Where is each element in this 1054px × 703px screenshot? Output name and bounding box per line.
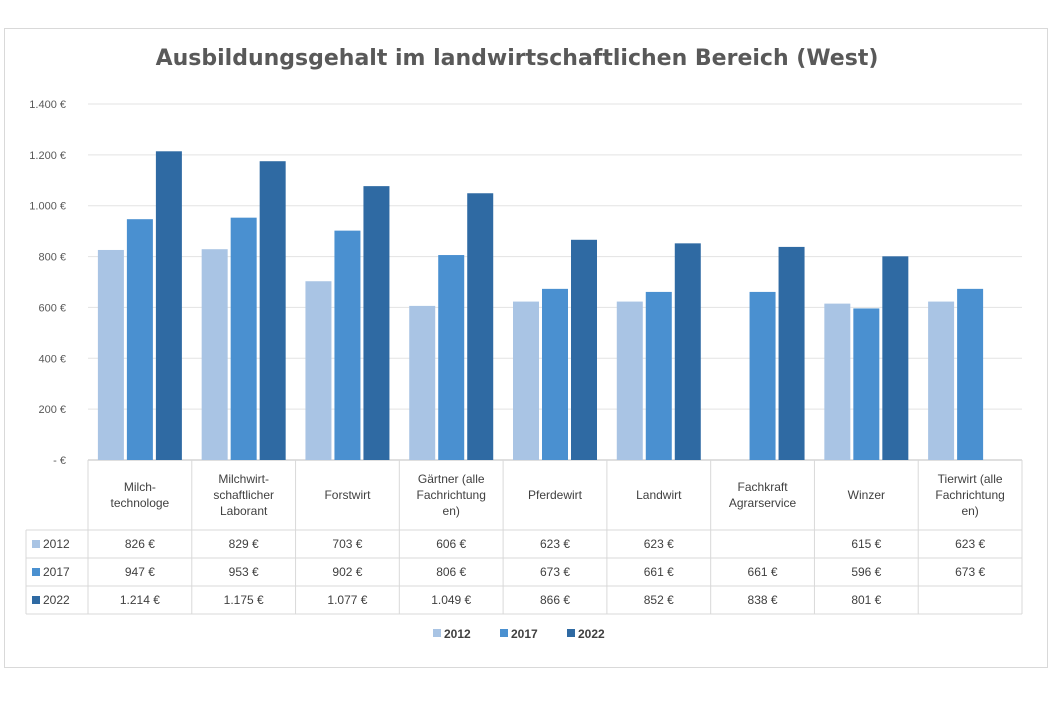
table-legend-key-2017 xyxy=(32,568,40,576)
data-label: 1.049 € xyxy=(431,593,471,607)
data-label: 623 € xyxy=(644,537,674,551)
data-label: 866 € xyxy=(540,593,570,607)
data-label: 947 € xyxy=(125,565,155,579)
y-tick-label: 1.000 € xyxy=(29,201,66,213)
category-label: Landwirt xyxy=(636,488,682,502)
data-label: 661 € xyxy=(644,565,674,579)
data-label: 673 € xyxy=(540,565,570,579)
data-label: 623 € xyxy=(955,537,985,551)
bar-2022 xyxy=(467,193,494,461)
bar-2022 xyxy=(363,186,390,461)
data-label: 801 € xyxy=(851,593,881,607)
table-legend-key-2022 xyxy=(32,596,40,604)
bar-2022 xyxy=(778,246,805,460)
bar-2017 xyxy=(749,291,776,460)
category-label: technologe xyxy=(111,496,170,510)
category-label: en) xyxy=(961,504,978,518)
y-tick-label: 200 € xyxy=(38,404,66,416)
bar-2012 xyxy=(305,281,332,460)
data-label: 826 € xyxy=(125,537,155,551)
bar-2017 xyxy=(230,217,257,460)
bar-2012 xyxy=(201,249,228,460)
data-label: 606 € xyxy=(436,537,466,551)
bar-2017 xyxy=(334,230,361,460)
bar-2012 xyxy=(513,301,539,460)
category-label: Winzer xyxy=(848,488,885,502)
data-label: 838 € xyxy=(748,593,778,607)
table-legend-key-2012 xyxy=(32,540,40,548)
legend-swatch-2012 xyxy=(433,629,441,637)
chart-title: Ausbildungsgehalt im landwirtschaftliche… xyxy=(155,46,879,71)
data-label: 615 € xyxy=(851,537,881,551)
data-label: 902 € xyxy=(332,565,362,579)
category-label: Fachrichtung xyxy=(935,488,1004,502)
bar-2022 xyxy=(882,256,909,460)
y-tick-label: 1.200 € xyxy=(29,150,66,162)
data-label: 1.214 € xyxy=(120,593,160,607)
data-label: 806 € xyxy=(436,565,466,579)
legend-label: 2022 xyxy=(578,627,605,641)
legend-label: 2012 xyxy=(444,627,471,641)
bar-2022 xyxy=(259,161,286,460)
category-label: Forstwirt xyxy=(324,488,371,502)
bar-2017 xyxy=(957,288,984,460)
y-tick-label: 400 € xyxy=(38,353,66,365)
bar-2012 xyxy=(928,301,955,460)
legend-swatch-2022 xyxy=(567,629,575,637)
bar-2012 xyxy=(616,301,643,460)
legend-label: 2017 xyxy=(511,627,538,641)
table-series-name: 2022 xyxy=(43,593,70,607)
bar-2022 xyxy=(155,151,182,460)
data-label: 953 € xyxy=(229,565,259,579)
data-label: 829 € xyxy=(229,537,259,551)
bar-2012 xyxy=(97,249,124,460)
category-label: Tierwirt (alle xyxy=(938,472,1003,486)
bar-2012 xyxy=(409,305,436,460)
bar-2017 xyxy=(438,255,465,460)
category-label: Pferdewirt xyxy=(528,488,583,502)
bar-2017 xyxy=(542,288,568,460)
y-tick-label: 600 € xyxy=(38,302,66,314)
bar-2017 xyxy=(126,219,153,460)
data-label: 703 € xyxy=(332,537,362,551)
y-tick-label: - € xyxy=(53,455,66,467)
data-label: 1.077 € xyxy=(327,593,367,607)
category-label: Agrarservice xyxy=(729,496,797,510)
data-label: 852 € xyxy=(644,593,674,607)
category-label: Gärtner (alle xyxy=(418,472,485,486)
y-tick-label: 1.400 € xyxy=(29,99,66,111)
data-label: 673 € xyxy=(955,565,985,579)
category-label: Fachkraft xyxy=(738,480,789,494)
data-label: 596 € xyxy=(851,565,881,579)
data-label: 661 € xyxy=(748,565,778,579)
category-label: Milchwirt- xyxy=(218,472,269,486)
category-label: Milch- xyxy=(124,480,156,494)
bar-2012 xyxy=(824,303,851,460)
category-label: Laborant xyxy=(220,504,268,518)
category-label: schaftlicher xyxy=(213,488,274,502)
table-series-name: 2017 xyxy=(43,565,70,579)
bar-2022 xyxy=(674,243,701,460)
data-label: 1.175 € xyxy=(224,593,264,607)
bar-2017 xyxy=(645,291,672,460)
bar-2022 xyxy=(571,239,597,460)
bar-2017 xyxy=(853,308,880,460)
data-label: 623 € xyxy=(540,537,570,551)
category-label: en) xyxy=(443,504,460,518)
y-tick-label: 800 € xyxy=(38,252,66,264)
table-series-name: 2012 xyxy=(43,537,70,551)
legend-swatch-2017 xyxy=(500,629,508,637)
category-label: Fachrichtung xyxy=(417,488,486,502)
